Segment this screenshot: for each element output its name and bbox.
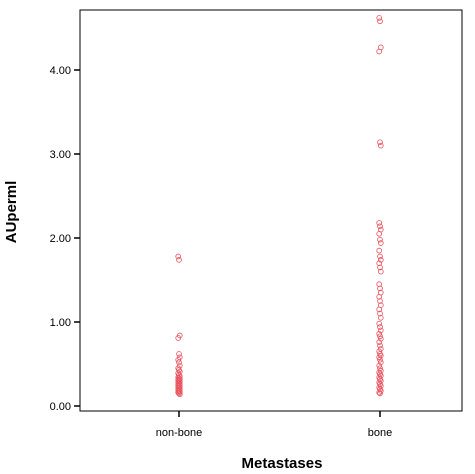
data-point (377, 388, 384, 394)
x-tick-label: bone (368, 427, 392, 439)
data-point (377, 356, 383, 363)
data-point (176, 390, 182, 397)
data-point (377, 342, 383, 349)
data-point (176, 359, 182, 366)
data-point (377, 142, 384, 149)
data-point (376, 48, 383, 55)
data-point (376, 320, 383, 327)
data-point (176, 351, 182, 357)
data-point (377, 223, 383, 230)
y-axis: 0.00 1.00 2.00 3.00 4.00 (50, 65, 80, 413)
y-tick-label: 1.00 (50, 317, 71, 329)
data-point (376, 260, 383, 267)
data-point (376, 231, 383, 237)
data-point (377, 327, 384, 334)
data-point (376, 389, 383, 396)
data-point (377, 285, 383, 292)
data-point (377, 390, 383, 397)
y-tick-label: 4.00 (50, 65, 71, 77)
data-point (376, 220, 383, 226)
data-point (175, 389, 182, 396)
data-point (177, 391, 183, 398)
data-point (377, 236, 383, 243)
data-point (376, 293, 383, 300)
y-axis-title: AUperml (3, 181, 20, 244)
data-point (176, 257, 182, 263)
data-point (377, 324, 383, 330)
data-point (175, 356, 182, 363)
data-point (377, 359, 384, 366)
data-point (377, 310, 383, 317)
data-point (377, 314, 384, 321)
data-point (377, 257, 384, 263)
plot-frame (79, 9, 463, 412)
data-point (377, 268, 384, 275)
x-tick-label: non-bone (156, 427, 203, 439)
data-point (175, 253, 182, 260)
data-point (376, 281, 383, 288)
data-point (377, 240, 384, 246)
data-point (175, 335, 182, 341)
data-point (377, 298, 383, 304)
data-point (376, 330, 383, 337)
data-point (377, 352, 384, 359)
data-point (376, 339, 383, 345)
data-point (377, 18, 383, 25)
data-point (377, 139, 383, 146)
data-point (377, 264, 383, 271)
x-axis-title: Metastases (242, 455, 323, 472)
y-tick-label: 3.00 (50, 149, 71, 161)
data-point (376, 15, 383, 21)
data-point (377, 253, 383, 260)
data-point (376, 354, 383, 361)
data-point (377, 335, 384, 342)
x-axis: non-bone bone (156, 411, 392, 439)
data-point (376, 306, 383, 313)
data-point (377, 333, 383, 340)
data-point (376, 247, 383, 254)
y-tick-label: 0.00 (50, 401, 71, 413)
data-point (377, 365, 383, 372)
data-points (175, 15, 384, 398)
data-point (376, 362, 383, 369)
y-tick-label: 2.00 (50, 233, 71, 245)
